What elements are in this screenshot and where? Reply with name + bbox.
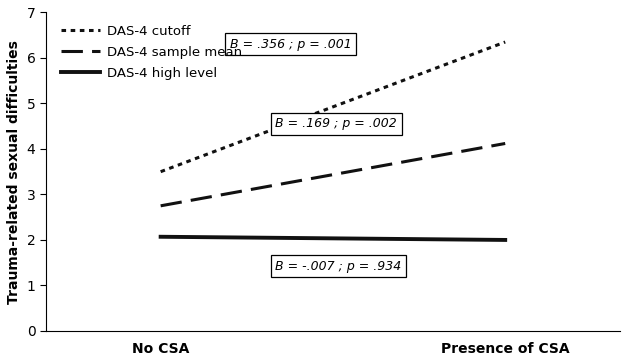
Legend: DAS-4 cutoff, DAS-4 sample mean, DAS-4 high level: DAS-4 cutoff, DAS-4 sample mean, DAS-4 h… <box>58 22 245 82</box>
Y-axis label: Trauma-related sexual difficulties: Trauma-related sexual difficulties <box>7 40 21 303</box>
Text: B = .356 ; p = .001: B = .356 ; p = .001 <box>229 38 351 51</box>
Text: B = .169 ; p = .002: B = .169 ; p = .002 <box>275 117 398 130</box>
Text: B = -.007 ; p = .934: B = -.007 ; p = .934 <box>275 260 402 273</box>
